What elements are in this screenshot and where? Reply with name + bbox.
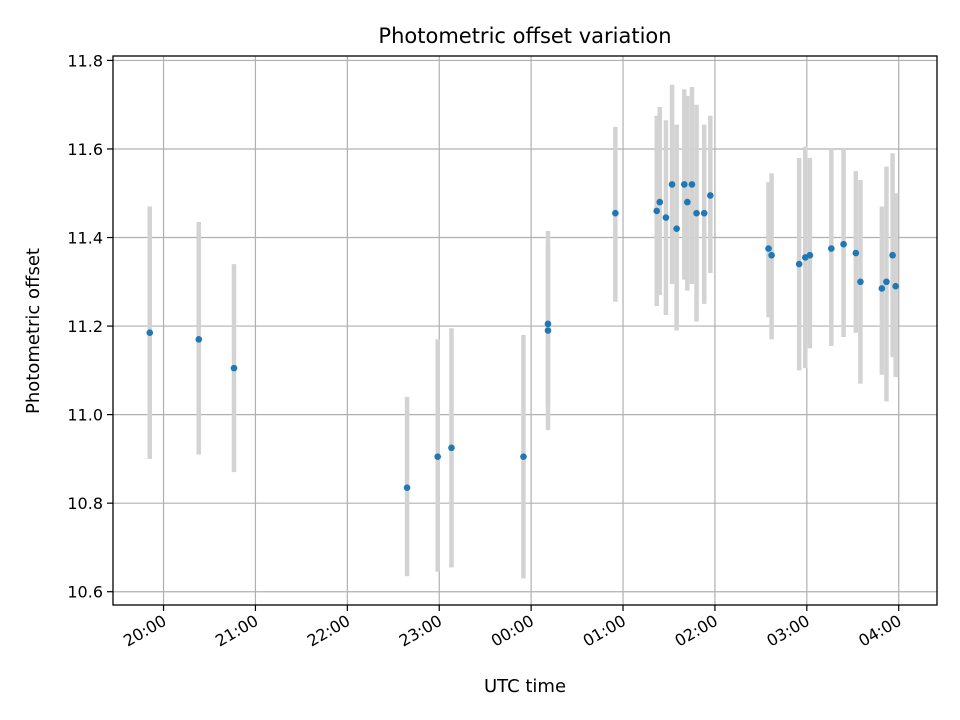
data-point: [889, 251, 896, 259]
data-point: [662, 214, 670, 221]
data-point: [688, 181, 696, 188]
y-axis-ticks: 10.6 10.8 11.0 11.2 11.4 11.6 11.8: [67, 51, 113, 602]
data-point: [544, 320, 552, 328]
y-tick-label: 10.8: [67, 494, 103, 513]
data-point: [795, 260, 803, 268]
data-points: [146, 181, 899, 491]
data-point: [707, 192, 714, 199]
data-point: [434, 453, 441, 460]
data-point: [544, 327, 552, 334]
data-point: [828, 245, 835, 252]
data-point: [840, 240, 847, 248]
data-point: [673, 225, 680, 232]
data-point: [852, 249, 860, 257]
data-point: [448, 444, 455, 452]
x-axis-title: UTC time: [484, 676, 566, 697]
y-tick-label: 11.2: [67, 317, 103, 336]
data-point: [680, 181, 688, 188]
data-point: [653, 207, 661, 215]
data-point: [656, 198, 664, 206]
data-point: [700, 209, 708, 217]
plot-frame: [112, 55, 938, 606]
chart-title: Photometric offset variation: [378, 24, 671, 48]
y-tick-label: 10.6: [67, 583, 103, 602]
data-point: [146, 329, 154, 337]
data-point: [684, 198, 691, 206]
y-tick-label: 11.4: [67, 229, 103, 248]
data-point: [230, 364, 238, 372]
data-point: [806, 251, 814, 259]
data-point: [668, 181, 676, 188]
data-point: [768, 251, 775, 259]
data-point: [883, 278, 890, 286]
data-point: [520, 453, 527, 460]
y-axis-title: Photometric offset: [23, 248, 44, 414]
y-tick-label: 11.8: [67, 51, 103, 70]
data-point: [857, 278, 864, 286]
data-point: [765, 245, 772, 252]
data-point: [403, 484, 411, 491]
y-tick-label: 11.6: [67, 140, 103, 159]
y-tick-label: 11.0: [67, 406, 103, 425]
data-point: [892, 282, 899, 290]
data-point: [612, 209, 619, 217]
data-point: [195, 336, 203, 343]
data-point: [878, 285, 886, 292]
data-point: [693, 209, 700, 217]
